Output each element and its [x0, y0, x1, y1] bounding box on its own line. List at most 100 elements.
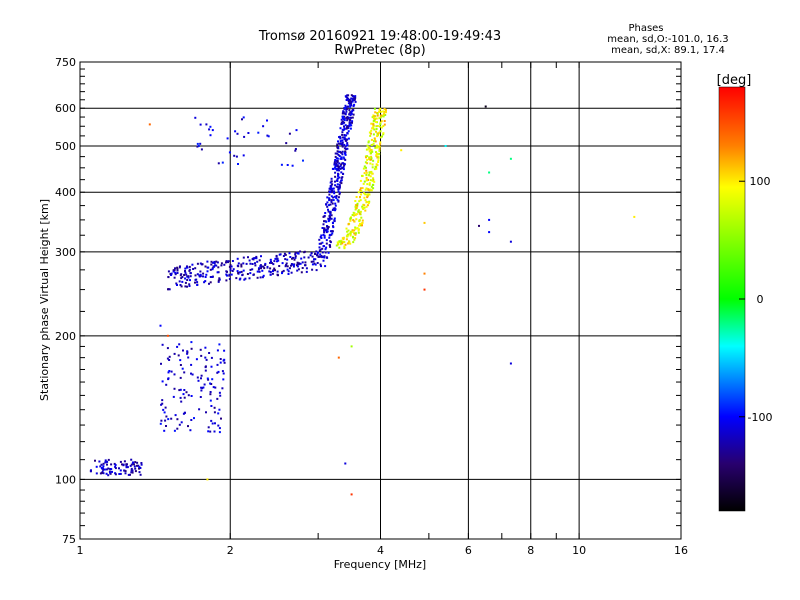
data-point: [376, 112, 379, 115]
data-point: [363, 180, 366, 183]
data-point: [349, 102, 352, 105]
data-point: [354, 233, 357, 236]
data-point: [200, 374, 203, 377]
data-point: [343, 134, 346, 136]
data-point: [361, 206, 364, 209]
colorbar-tick-label: 0: [757, 293, 764, 306]
data-point: [166, 334, 169, 337]
colorbar-tick-label: 100: [750, 175, 771, 188]
data-point: [357, 209, 360, 212]
data-point: [333, 220, 336, 223]
data-point: [168, 359, 171, 361]
data-point: [292, 264, 295, 266]
data-point: [188, 285, 191, 287]
data-point: [348, 116, 351, 119]
data-point: [372, 187, 375, 190]
data-point: [349, 127, 352, 130]
data-point: [339, 142, 342, 145]
data-point: [359, 222, 361, 225]
data-point: [332, 222, 334, 225]
data-point: [165, 415, 168, 418]
data-point: [213, 430, 216, 433]
data-point: [346, 138, 349, 141]
data-point: [223, 263, 226, 266]
data-point: [229, 264, 232, 267]
data-point: [360, 190, 363, 192]
data-point: [343, 112, 346, 115]
data-point: [376, 125, 379, 127]
data-point: [423, 272, 426, 275]
data-point: [382, 132, 385, 135]
data-point: [305, 270, 308, 273]
data-point: [186, 351, 189, 354]
data-point: [266, 119, 268, 122]
data-point: [337, 356, 340, 359]
data-point: [210, 405, 213, 407]
data-point: [378, 146, 381, 149]
data-point: [364, 161, 367, 164]
data-point: [366, 194, 369, 197]
data-point: [189, 272, 192, 275]
data-point: [340, 179, 343, 182]
data-point: [160, 362, 162, 365]
data-point: [289, 256, 292, 258]
data-point: [226, 274, 228, 277]
data-point: [346, 96, 349, 99]
data-point: [231, 260, 234, 262]
data-point: [264, 264, 267, 266]
data-point: [357, 210, 360, 213]
data-point: [105, 468, 108, 471]
data-point: [178, 423, 181, 426]
data-point: [373, 168, 376, 171]
data-point: [209, 399, 212, 402]
data-point: [342, 110, 345, 113]
data-point: [204, 276, 207, 278]
data-point: [347, 242, 350, 245]
data-point: [199, 123, 202, 126]
data-point: [213, 411, 216, 414]
data-point: [186, 275, 189, 278]
data-point: [334, 184, 337, 187]
data-point: [251, 263, 254, 265]
data-point: [320, 265, 322, 268]
data-point: [365, 173, 368, 176]
data-point: [262, 125, 265, 128]
data-point: [358, 228, 360, 231]
data-point: [339, 165, 342, 168]
data-point: [281, 262, 284, 265]
data-point: [337, 188, 340, 191]
data-point: [227, 260, 230, 263]
data-point: [355, 218, 358, 221]
data-point: [296, 265, 299, 268]
data-point: [357, 231, 360, 234]
data-point: [336, 183, 339, 186]
data-point: [330, 189, 333, 192]
data-point: [219, 361, 222, 364]
data-point: [208, 282, 210, 285]
data-point: [321, 256, 324, 259]
data-point: [161, 380, 164, 383]
data-point: [333, 207, 336, 210]
data-point: [121, 463, 123, 466]
data-point: [210, 356, 213, 359]
data-point: [303, 250, 306, 253]
data-point: [259, 264, 262, 267]
data-point: [336, 152, 339, 155]
data-point: [378, 131, 381, 134]
data-point: [488, 171, 491, 174]
data-point: [229, 269, 232, 272]
data-point: [322, 259, 325, 262]
data-point: [375, 151, 377, 154]
data-point: [354, 95, 357, 98]
data-point: [358, 211, 361, 214]
data-point: [216, 397, 219, 400]
data-point: [322, 233, 325, 236]
data-point: [363, 204, 366, 207]
data-point: [276, 270, 279, 273]
data-point: [383, 113, 386, 116]
data-point: [189, 429, 192, 432]
data-point: [378, 117, 381, 120]
data-point: [279, 253, 282, 256]
data-point: [324, 265, 327, 268]
data-point: [195, 358, 198, 361]
